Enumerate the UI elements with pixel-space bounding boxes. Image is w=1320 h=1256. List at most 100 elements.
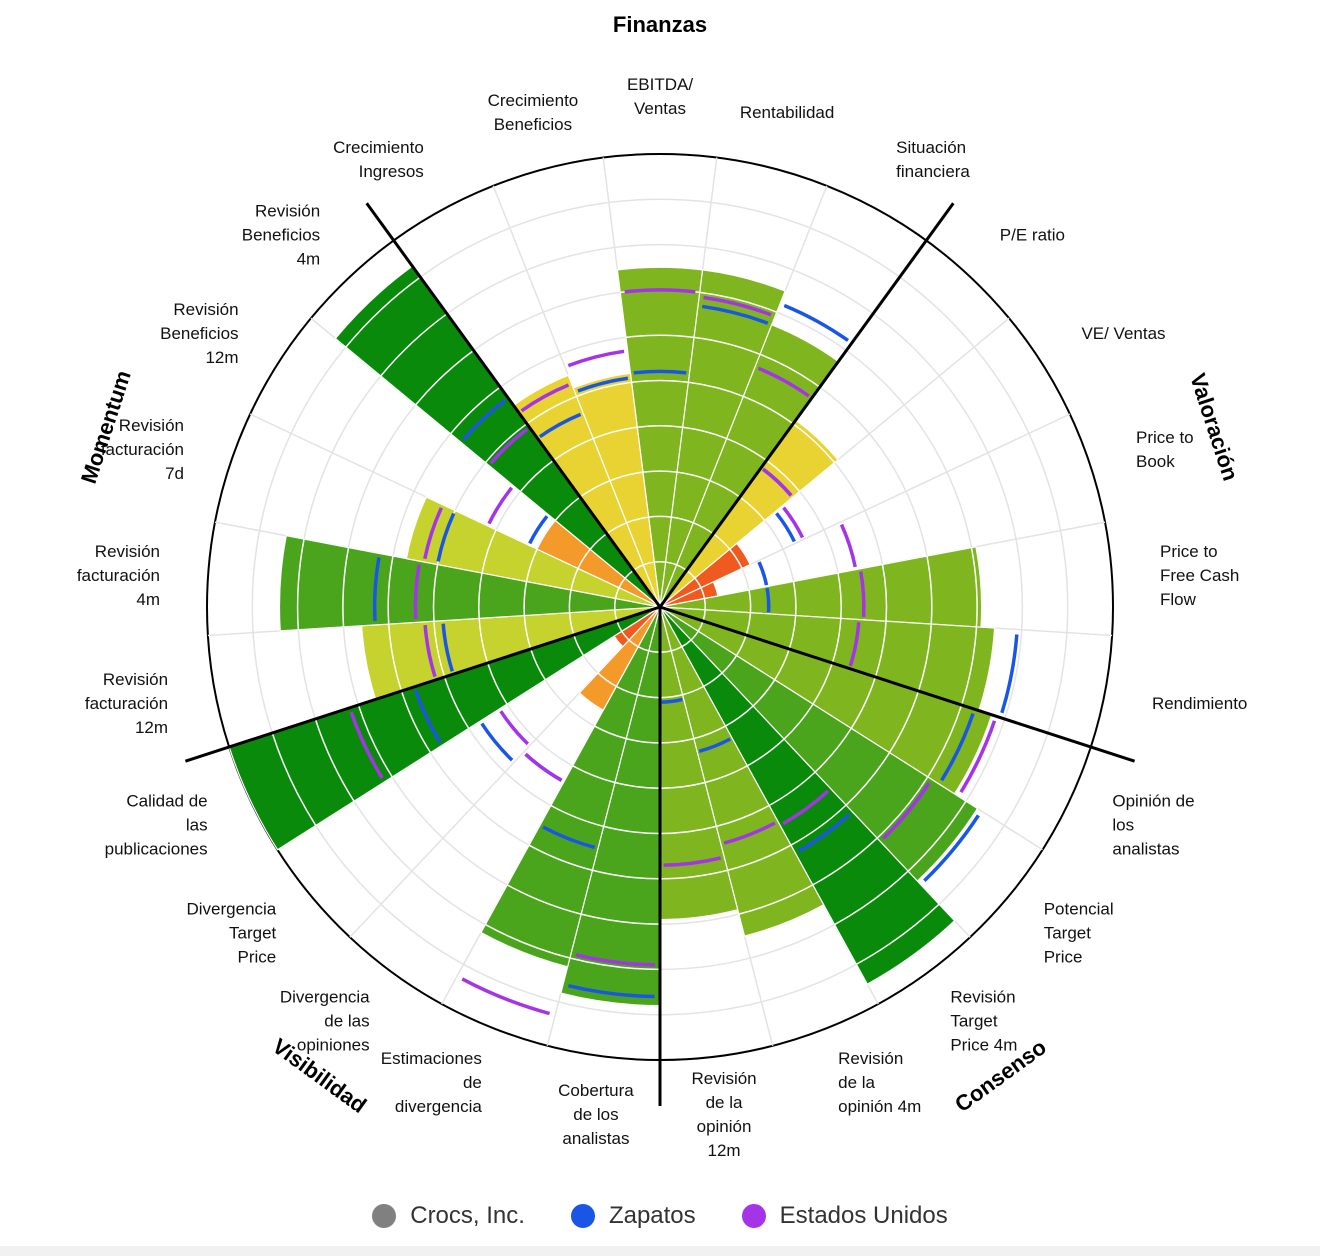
bar-p-e-ratio[interactable] [659,419,839,608]
marker-estados-unidos-revision-de-la-opinion-12m[interactable] [663,856,722,867]
legend-label-estados-unidos: Estados Unidos [779,1202,948,1229]
marker-estados-unidos-ebitda-ventas[interactable] [624,288,696,294]
marker-zapatos-potencial-target-price[interactable] [923,814,980,882]
marker-estados-unidos-revision-beneficios-12m[interactable] [487,486,514,525]
marker-estados-unidos-crecimiento-ingresos[interactable] [520,383,570,413]
axis-label-line: facturación [85,694,168,713]
bar-ring-segment [856,903,940,965]
marker-estados-unidos-revision-facturacion-7d[interactable] [423,507,443,560]
marker-estados-unidos-price-to-book[interactable] [839,523,857,568]
bar-ring-segment [593,426,638,440]
legend-item-crocs[interactable]: Crocs, Inc. [372,1202,525,1230]
legend: Crocs, Inc. Zapatos Estados Unidos [0,1196,1320,1236]
marker-zapatos-revision-facturacion-12m[interactable] [441,623,454,672]
bar-ring-segment [768,771,816,807]
marker-zapatos-cobertura-de-los-analistas[interactable] [567,983,655,999]
bar-ring-segment [580,913,661,925]
marker-estados-unidos-divergencia-target-price[interactable] [499,710,530,746]
axis-label-line: Revisión [691,1069,756,1088]
axis-label-revision-beneficios-12m: Revisión Beneficios 12m [160,300,238,367]
legend-item-estados-unidos[interactable]: Estados Unidos [741,1202,948,1230]
marker-estados-unidos-revision-de-la-opinion-4m[interactable] [723,821,776,845]
axis-label-line: Calidad de [126,792,207,811]
marker-estados-unidos-revision-facturacion-12m[interactable] [423,624,437,678]
bar-ring-segment [478,572,483,619]
marker-zapatos-crecimiento-ingresos[interactable] [538,412,582,439]
marker-zapatos-divergencia-target-price[interactable] [480,722,514,762]
marker-zapatos-price-to-free-cash-flow[interactable] [765,587,771,613]
marker-zapatos-rendimiento[interactable] [1000,634,1019,714]
marker-estados-unidos-crecimiento-beneficios[interactable] [567,349,625,368]
marker-estados-unidos-potencial-target-price[interactable] [882,782,931,840]
axis-label-line: Target [950,1011,998,1030]
marker-estados-unidos-estimaciones-de-divergencia[interactable] [461,977,551,1016]
marker-zapatos-estimaciones-de-divergencia[interactable] [542,825,596,850]
marker-zapatos-revision-target-price-4m[interactable] [797,813,851,853]
bar-crecimiento-beneficios[interactable] [572,372,661,608]
bar-ring-segment [693,336,761,355]
marker-zapatos-calidad-de-las-publicaciones[interactable] [413,689,442,744]
bar-revision-target-price-4m[interactable] [659,606,956,985]
marker-zapatos-revision-beneficios-12m[interactable] [528,515,549,545]
marker-zapatos-situacion-financiera[interactable] [783,303,850,342]
axis-label-revision-facturacion-12m: Revisión facturación 12m [85,670,168,737]
axis-label-situacion-financiera: Situación financiera [896,138,970,181]
bar-ring-segment [648,515,672,518]
axis-label-divergencia-de-las-opiniones: Divergencia de las opiniones [280,987,370,1054]
axis-label-p-e-ratio: P/E ratio [1000,225,1065,244]
axis-label-line: Book [1136,452,1175,471]
bar-ring-segment [759,353,821,388]
axis-label-rendimiento: Rendimiento [1152,694,1247,713]
bar-ring-segment [614,781,661,789]
axis-label-line: Revisión [950,987,1015,1006]
bar-ring-lines [345,276,634,579]
marker-zapatos-opinion-de-los-analistas[interactable] [940,713,975,782]
axis-label-estimaciones-de-divergencia: Estimaciones de divergencia [381,1049,483,1116]
marker-estados-unidos-rentabilidad[interactable] [703,295,772,317]
marker-zapatos-revision-facturacion-7d[interactable] [436,512,456,562]
marker-zapatos-ve-ventas[interactable] [775,512,796,543]
marker-estados-unidos-opinion-de-los-analistas[interactable] [959,720,997,794]
marker-estados-unidos-rendimiento[interactable] [848,622,861,667]
marker-estados-unidos-situacion-financiera[interactable] [757,366,810,398]
bar-ring-segment [380,313,448,377]
legend-item-zapatos[interactable]: Zapatos [570,1202,696,1230]
axis-label-line: Price to [1136,428,1194,447]
marker-estados-unidos-p-e-ratio[interactable] [762,467,793,497]
axis-label-line: Estimaciones [381,1049,482,1068]
marker-estados-unidos-calidad-de-las-publicaciones[interactable] [349,711,384,779]
marker-zapatos-crecimiento-beneficios[interactable] [577,376,629,393]
bar-ring-segment [569,957,661,971]
bar-ring-segment [449,386,501,435]
axis-label-line: Crecimiento [488,91,579,110]
marker-zapatos-revision-beneficios-4m[interactable] [462,398,507,441]
marker-zapatos-rentabilidad[interactable] [701,304,769,325]
marker-estados-unidos-divergencia-de-las-opiniones[interactable] [524,752,563,782]
marker-zapatos-ebitda-ventas[interactable] [633,369,687,375]
marker-zapatos-revision-de-la-opinion-12m[interactable] [661,697,683,704]
bar-ring-segment [609,471,644,482]
marker-estados-unidos-price-to-free-cash-flow[interactable] [859,571,866,618]
score-bars [228,265,996,1007]
bar-ring-segment [481,529,497,574]
bar-estimaciones-de-divergencia[interactable] [480,606,661,968]
marker-zapatos-price-to-book[interactable] [757,561,769,586]
marker-estados-unidos-cobertura-de-los-analistas[interactable] [575,953,656,967]
legend-dot-zapatos [570,1204,595,1228]
legend-dot-estados-unidos [741,1204,766,1228]
axis-label-line: opinión 4m [838,1097,921,1116]
marker-estados-unidos-revision-facturacion-4m[interactable] [413,564,421,620]
bar-ring-segment [907,800,967,872]
marker-estados-unidos-ve-ventas[interactable] [782,506,805,539]
bar-ring-segment [792,423,836,464]
bar-ring-segment [613,598,617,610]
marker-estados-unidos-revision-beneficios-4m[interactable] [489,427,529,465]
marker-zapatos-revision-de-la-opinion-4m[interactable] [698,737,732,753]
bar-ring-segment [550,804,604,828]
marker-estados-unidos-revision-target-price-4m[interactable] [782,789,830,826]
group-separator [184,605,661,763]
axis-label-divergencia-target-price: Divergencia Target Price [187,900,277,967]
bar-ring-segment [845,752,891,806]
footer-band [0,1246,1320,1256]
marker-zapatos-revision-facturacion-4m[interactable] [372,557,381,622]
